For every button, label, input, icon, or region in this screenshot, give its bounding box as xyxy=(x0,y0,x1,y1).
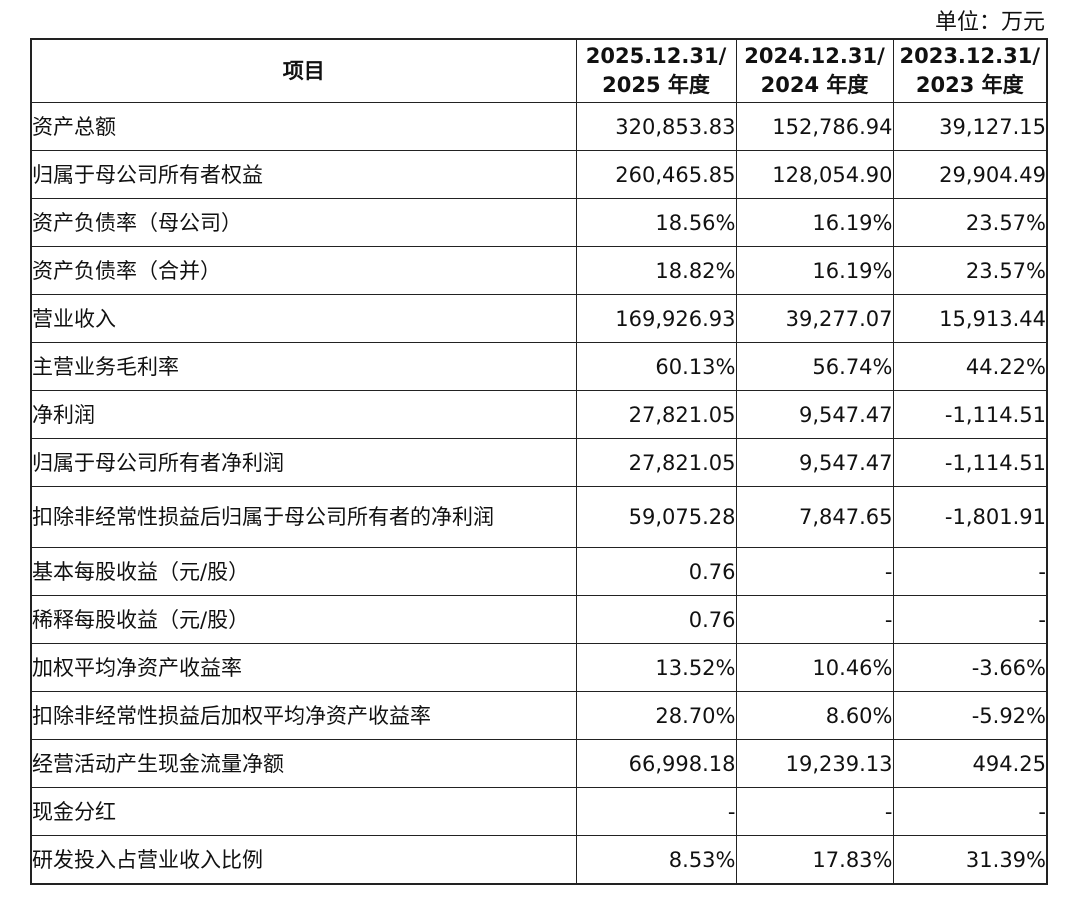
value-2025: 260,465.85 xyxy=(575,150,737,199)
value-2024: 19,239.13 xyxy=(735,739,894,788)
row-label: 资产总额 xyxy=(30,102,577,151)
header-item: 项目 xyxy=(30,38,577,103)
header-2024-line2: 2024 年度 xyxy=(760,73,869,97)
value-2024: 7,847.65 xyxy=(735,486,894,548)
value-2024: - xyxy=(735,595,894,644)
value-2023: -1,114.51 xyxy=(892,390,1048,439)
row-label: 扣除非经常性损益后加权平均净资产收益率 xyxy=(30,691,577,740)
value-2024: 8.60% xyxy=(735,691,894,740)
value-2023: 29,904.49 xyxy=(892,150,1048,199)
value-2025: 0.76 xyxy=(575,547,737,596)
table-row: 现金分红 - - - xyxy=(30,787,1048,836)
table-row: 稀释每股收益（元/股） 0.76- - xyxy=(30,595,1048,644)
value-2023: 23.57% xyxy=(892,198,1048,247)
value-2024: 16.19% xyxy=(735,198,894,247)
row-label: 营业收入 xyxy=(30,294,577,343)
value-2025: 169,926.93 xyxy=(575,294,737,343)
row-label: 资产负债率（母公司） xyxy=(30,198,577,247)
value-2024: - xyxy=(735,547,894,596)
value-2024: 152,786.94 xyxy=(735,102,894,151)
row-label: 稀释每股收益（元/股） xyxy=(30,595,577,644)
header-2025-line2: 2025 年度 xyxy=(602,73,710,97)
value-2023: -5.92% xyxy=(892,691,1048,740)
row-label: 扣除非经常性损益后归属于母公司所有者的净利润 xyxy=(30,486,577,548)
header-2023: 2023.12.31/ 2023 年度 xyxy=(892,38,1048,103)
table-row: 经营活动产生现金流量净额 66,998.18 19,239.13 494.25 xyxy=(30,739,1048,788)
header-2024-line1: 2024.12.31/ xyxy=(744,44,885,68)
value-2024: 9,547.47 xyxy=(735,438,894,487)
table-row: 研发投入占营业收入比例 8.53% 17.83% 31.39% xyxy=(30,835,1048,885)
header-2025-line1: 2025.12.31/ xyxy=(585,44,727,68)
value-2024: 128,054.90 xyxy=(735,150,894,199)
table-row: 资产总额 320,853.83 152,786.94 39,127.15 xyxy=(30,102,1048,151)
header-2023-line2: 2023 年度 xyxy=(915,73,1024,97)
header-2023-line1: 2023.12.31/ xyxy=(899,44,1041,68)
header-2024: 2024.12.31/ 2024 年度 xyxy=(735,38,894,103)
value-2025: 59,075.28 xyxy=(575,486,737,548)
row-label: 归属于母公司所有者净利润 xyxy=(30,438,577,487)
value-2025: 66,998.18 xyxy=(575,739,737,788)
table-row: 加权平均净资产收益率 13.52% 10.46% -3.66% xyxy=(30,643,1048,692)
value-2025: - xyxy=(575,787,737,836)
table-row: 扣除非经常性损益后归属于母公司所有者的净利润 59,075.28 7,847.65-… xyxy=(30,486,1048,548)
value-2023: - xyxy=(892,787,1048,836)
row-label: 经营活动产生现金流量净额 xyxy=(30,739,577,788)
value-2023: 15,913.44 xyxy=(892,294,1048,343)
header-2025: 2025.12.31/ 2025 年度 xyxy=(575,38,737,103)
value-2024: 10.46% xyxy=(735,643,894,692)
value-2023: 31.39% xyxy=(892,835,1048,885)
value-2023: - xyxy=(892,595,1048,644)
row-label: 研发投入占营业收入比例 xyxy=(30,835,577,885)
table-row: 基本每股收益（元/股） 0.76- - xyxy=(30,547,1048,596)
value-2024: 56.74% xyxy=(735,342,894,391)
table-row: 主营业务毛利率 60.13% 56.74% 44.22% xyxy=(30,342,1048,391)
value-2023: 23.57% xyxy=(892,246,1048,295)
value-2025: 60.13% xyxy=(575,342,737,391)
value-2024: 39,277.07 xyxy=(735,294,894,343)
value-2024: 17.83% xyxy=(735,835,894,885)
value-2023: 39,127.15 xyxy=(892,102,1048,151)
value-2024: 16.19% xyxy=(735,246,894,295)
table-row: 营业收入 169,926.93 39,277.07 15,913.44 xyxy=(30,294,1048,343)
unit-label: 单位：万元 xyxy=(934,10,1045,35)
row-label: 净利润 xyxy=(30,390,577,439)
table-row: 资产负债率（合并） 18.82% 16.19% 23.57% xyxy=(30,246,1048,295)
row-label: 资产负债率（合并） xyxy=(30,246,577,295)
row-label: 现金分红 xyxy=(30,787,577,836)
value-2023: -1,114.51 xyxy=(892,438,1048,487)
table-header-row: 项目 2025.12.31/ 2025 年度 2024.12.31/ 2024 … xyxy=(30,38,1048,103)
table-row: 归属于母公司所有者净利润 27,821.05 9,547.47 -1,114.51 xyxy=(30,438,1048,487)
value-2024: - xyxy=(735,787,894,836)
value-2025: 13.52% xyxy=(575,643,737,692)
value-2025: 18.82% xyxy=(575,246,737,295)
value-2025: 8.53% xyxy=(575,835,737,885)
row-label: 归属于母公司所有者权益 xyxy=(30,150,577,199)
row-label: 主营业务毛利率 xyxy=(30,342,577,391)
table-row: 归属于母公司所有者权益 260,465.85 128,054.90 29,904.49 xyxy=(30,150,1048,199)
value-2025: 28.70% xyxy=(575,691,737,740)
row-label: 加权平均净资产收益率 xyxy=(30,643,577,692)
value-2025: 27,821.05 xyxy=(575,438,737,487)
table-row: 净利润 27,821.05 9,547.47 -1,114.51 xyxy=(30,390,1048,439)
value-2025: 18.56% xyxy=(575,198,737,247)
table-row: 扣除非经常性损益后加权平均净资产收益率 28.70% 8.60% -5.92% xyxy=(30,691,1048,740)
row-label: 基本每股收益（元/股） xyxy=(30,547,577,596)
value-2025: 320,853.83 xyxy=(575,102,737,151)
value-2024: 9,547.47 xyxy=(735,390,894,439)
value-2025: 27,821.05 xyxy=(575,390,737,439)
value-2023: -1,801.91 xyxy=(892,486,1048,548)
value-2023: 44.22% xyxy=(892,342,1048,391)
financial-table: 项目 2025.12.31/ 2025 年度 2024.12.31/ 2024 … xyxy=(30,38,1048,885)
table-row: 资产负债率（母公司） 18.56% 16.19% 23.57% xyxy=(30,198,1048,247)
value-2025: 0.76 xyxy=(575,595,737,644)
value-2023: -3.66% xyxy=(892,643,1048,692)
value-2023: 494.25 xyxy=(892,739,1048,788)
value-2023: - xyxy=(892,547,1048,596)
